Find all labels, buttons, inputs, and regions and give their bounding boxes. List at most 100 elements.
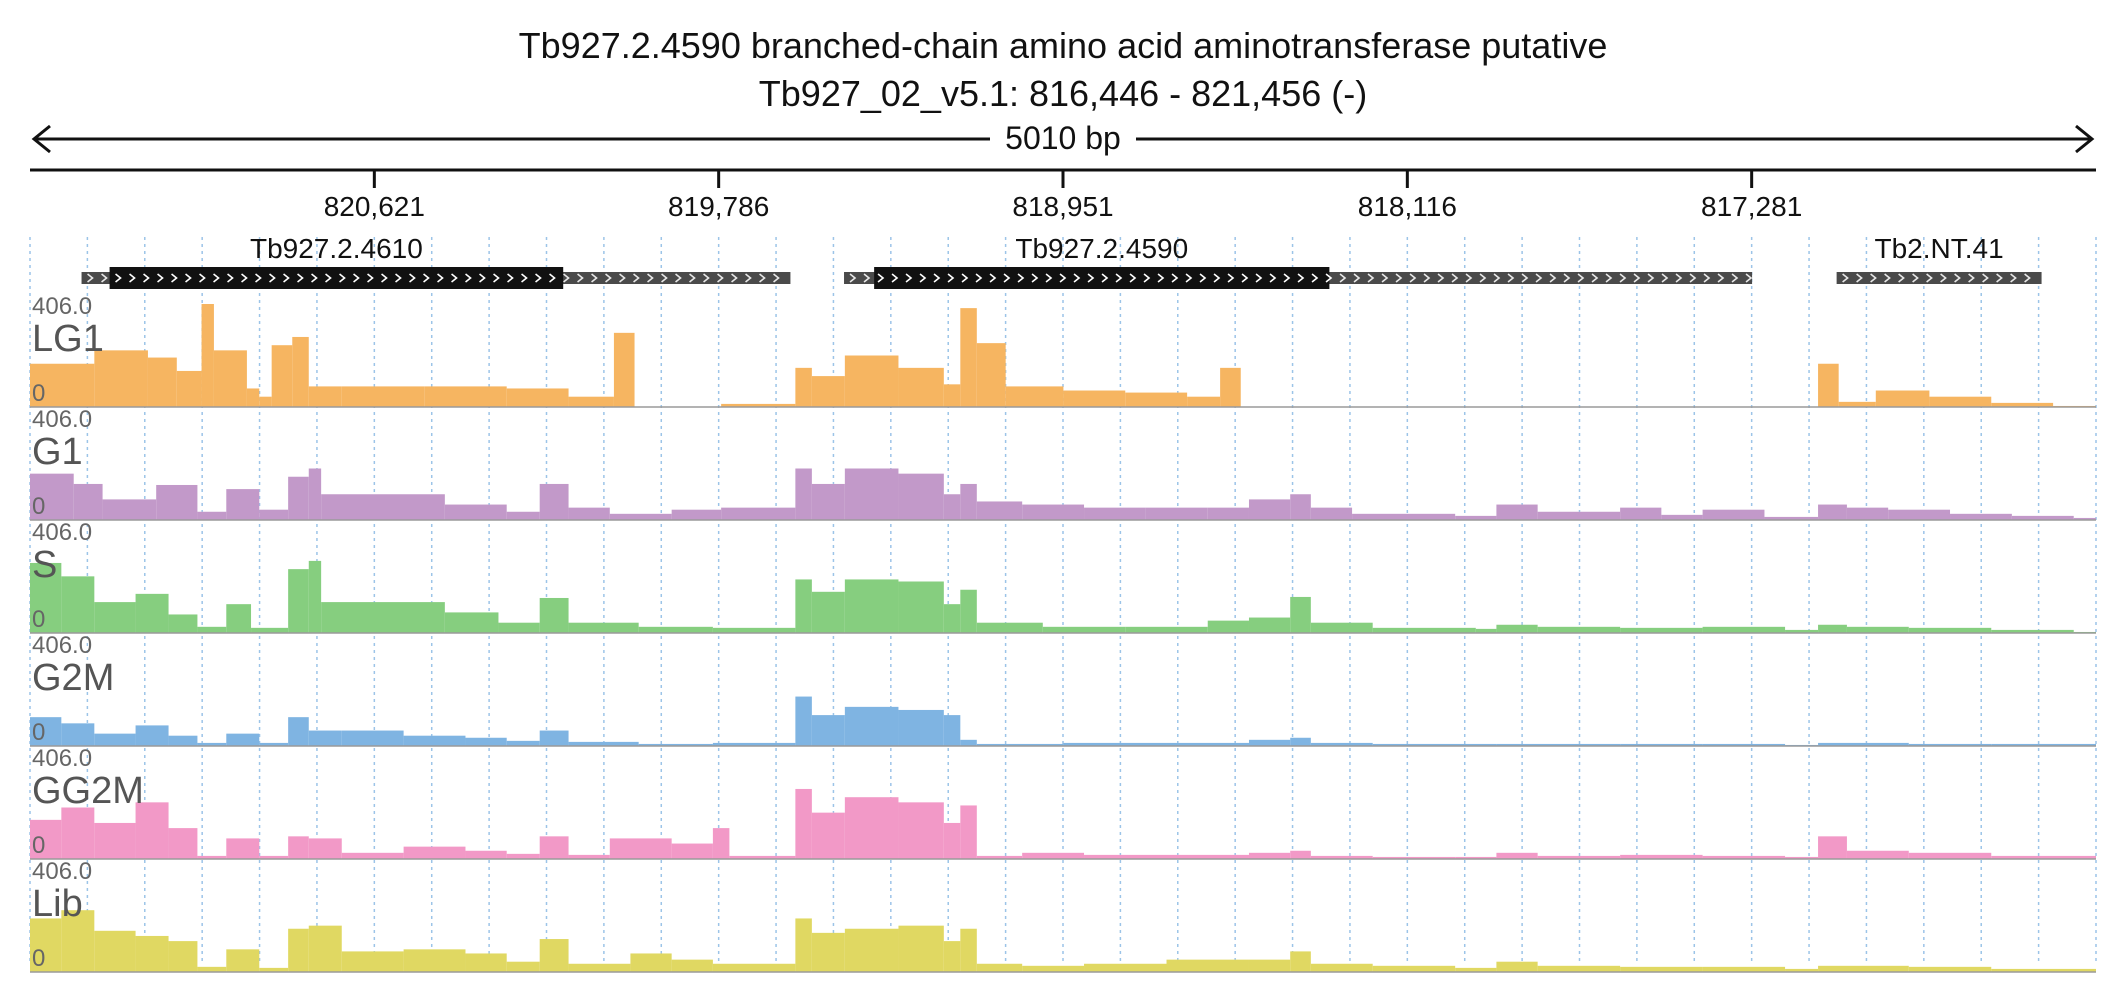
coverage-bar bbox=[795, 367, 812, 407]
ruler-tick-label: 818,951 bbox=[1012, 191, 1113, 222]
track-name-label: GG2M bbox=[32, 770, 144, 812]
coverage-bar bbox=[1455, 856, 1497, 859]
coverage-bar bbox=[259, 509, 289, 520]
coverage-bar bbox=[308, 838, 342, 859]
strand-chevron bbox=[549, 273, 556, 283]
coverage-bar bbox=[403, 949, 466, 972]
strand-chevron bbox=[1605, 273, 1613, 283]
coverage-bar bbox=[721, 403, 796, 407]
track-ymax-label: 406.0 bbox=[32, 406, 92, 433]
coverage-bar bbox=[1537, 626, 1621, 633]
coverage-bar bbox=[976, 501, 1023, 520]
strand-chevron bbox=[1619, 273, 1627, 283]
coverage-bar bbox=[506, 740, 540, 746]
coverage-bar bbox=[226, 949, 260, 972]
coverage-bar bbox=[341, 951, 404, 972]
coverage-bar bbox=[1838, 401, 1876, 407]
coverage-bar bbox=[61, 723, 95, 746]
coverage-bar bbox=[1620, 507, 1662, 520]
strand-chevron bbox=[605, 273, 612, 283]
coverage-bar bbox=[712, 963, 796, 972]
coverage-bar bbox=[795, 918, 812, 972]
coverage-bar bbox=[1084, 507, 1146, 520]
strand-chevron bbox=[863, 273, 871, 283]
coverage-bar bbox=[844, 355, 899, 407]
coverage-bar bbox=[1785, 968, 1819, 972]
coverage-bar bbox=[1187, 396, 1221, 407]
coverage-bar bbox=[976, 855, 1023, 859]
coverage-bar bbox=[168, 828, 198, 859]
strand-chevron bbox=[227, 273, 234, 283]
coverage-bar bbox=[960, 589, 977, 633]
coverage-bar bbox=[844, 706, 899, 746]
strand-chevron bbox=[1856, 273, 1863, 283]
coverage-bar bbox=[94, 733, 136, 746]
strand-chevron bbox=[1143, 273, 1151, 283]
strand-chevron bbox=[1017, 273, 1025, 283]
strand-chevron bbox=[1940, 273, 1947, 283]
coverage-bar bbox=[1908, 852, 1992, 859]
coverage-bar bbox=[30, 918, 62, 972]
coverage-bar bbox=[73, 483, 103, 520]
coverage-bar bbox=[1166, 742, 1249, 746]
track-ymax-label: 406.0 bbox=[32, 745, 92, 772]
track-ymin-label: 0 bbox=[32, 945, 45, 972]
coverage-bar bbox=[539, 483, 569, 520]
coverage-bar bbox=[1166, 959, 1249, 972]
strand-chevron bbox=[2010, 273, 2017, 283]
coverage-bar bbox=[1290, 951, 1311, 972]
coverage-bar bbox=[288, 836, 309, 859]
strand-chevron bbox=[171, 273, 178, 283]
strand-chevron bbox=[717, 273, 724, 283]
coverage-bar bbox=[1372, 856, 1456, 859]
strand-chevron bbox=[409, 273, 416, 283]
coverage-bar bbox=[1475, 628, 1497, 633]
chart-title-line2: Tb927_02_v5.1: 816,446 - 821,456 (-) bbox=[759, 73, 1367, 114]
track-ymin-label: 0 bbox=[32, 380, 45, 407]
coverage-bar bbox=[1702, 509, 1765, 520]
strand-chevron bbox=[339, 273, 346, 283]
strand-chevron bbox=[367, 273, 374, 283]
strand-chevron bbox=[1451, 273, 1459, 283]
coverage-bar bbox=[444, 612, 499, 633]
strand-chevron bbox=[1395, 273, 1403, 283]
coverage-bar bbox=[197, 511, 227, 520]
coverage-bar bbox=[729, 855, 796, 859]
coverage-bar bbox=[1220, 367, 1241, 407]
strand-chevron bbox=[891, 273, 899, 283]
strand-chevron bbox=[1968, 273, 1975, 283]
coverage-bar bbox=[1888, 509, 1951, 520]
coverage-bar bbox=[30, 819, 62, 859]
strand-chevron bbox=[143, 273, 150, 283]
coverage-bar bbox=[292, 336, 309, 407]
coverage-bar bbox=[638, 626, 713, 633]
coverage-bar bbox=[1290, 494, 1311, 520]
coverage-bar bbox=[898, 473, 944, 520]
coverage-bar bbox=[1310, 855, 1373, 859]
coverage-bar bbox=[721, 507, 796, 520]
strand-chevron bbox=[1297, 273, 1305, 283]
coverage-bar bbox=[1248, 959, 1291, 972]
ruler-tick-label: 818,116 bbox=[1358, 191, 1457, 222]
coverage-bar bbox=[506, 961, 540, 972]
track-name-label: G2M bbox=[32, 657, 114, 699]
coverage-bar bbox=[1310, 963, 1373, 972]
coverage-bar bbox=[1620, 854, 1703, 859]
strand-chevron bbox=[1031, 273, 1039, 283]
coverage-bar bbox=[960, 739, 977, 746]
coverage-bar bbox=[147, 357, 177, 407]
chart-title-line1: Tb927.2.4590 branched-chain amino acid a… bbox=[519, 25, 1608, 66]
coverage-bar bbox=[382, 602, 445, 633]
strand-chevron bbox=[1199, 273, 1207, 283]
coverage-bar bbox=[61, 910, 95, 972]
strand-chevron bbox=[1982, 273, 1989, 283]
strand-chevron bbox=[1073, 273, 1081, 283]
coverage-bar bbox=[943, 822, 961, 859]
coverage-bar bbox=[976, 963, 1023, 972]
coverage-bar bbox=[271, 345, 293, 407]
ruler-ticks: 820,621 819,786 818,951 818,116 817,281 bbox=[324, 170, 1802, 222]
coverage-bar bbox=[1929, 396, 1992, 407]
coverage-bar bbox=[308, 730, 342, 746]
